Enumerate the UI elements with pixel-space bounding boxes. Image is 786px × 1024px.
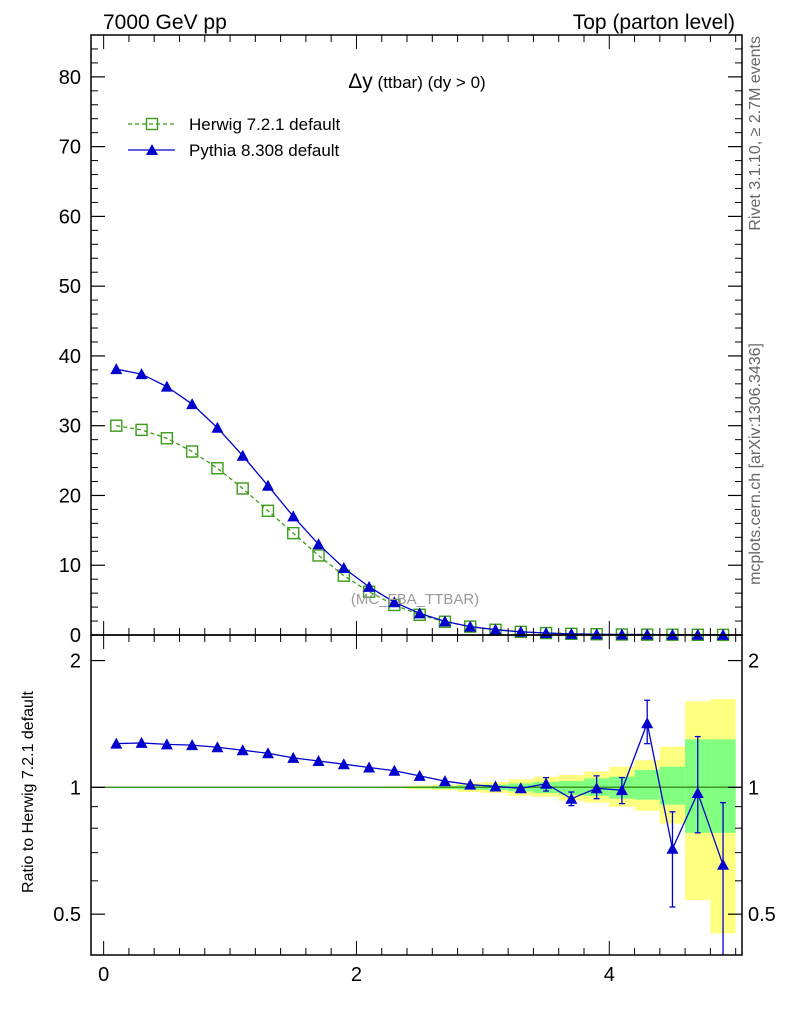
pythia-ratio-point <box>666 842 679 854</box>
ratio-y-tick-label: 2 <box>70 651 81 673</box>
legend-pythia-marker <box>146 144 158 155</box>
pythia-ratio-point <box>211 741 224 753</box>
pythia-ratio-point <box>514 782 527 794</box>
legend: Herwig 7.2.1 default Pythia 8.308 defaul… <box>128 115 340 160</box>
main-plot-title: Δy (ttbar) (dy > 0) <box>348 70 485 93</box>
ratio-y-tick-label-right: 1 <box>748 777 759 799</box>
herwig-point <box>135 423 148 437</box>
pythia-point <box>211 421 224 433</box>
main-y-tick-label: 0 <box>70 625 81 647</box>
herwig-point <box>287 526 300 540</box>
ratio-y-tick-label: 1 <box>70 777 81 799</box>
main-y-tick-label: 10 <box>59 555 81 577</box>
pythia-point <box>438 615 451 627</box>
main-panel-axes: 0 10 20 30 40 50 60 70 80 <box>59 35 742 647</box>
ratio-y-axis-label: Ratio to Herwig 7.2.1 default <box>20 691 37 893</box>
herwig-band-green <box>659 766 686 805</box>
herwig-point <box>236 482 249 495</box>
herwig-point <box>110 419 123 432</box>
pythia-ratio-point <box>337 758 350 770</box>
pythia-point <box>160 380 173 392</box>
header-energy-label: 7000 GeV pp <box>103 11 227 34</box>
ratio-x-tick-label: 2 <box>351 964 362 986</box>
herwig-point <box>211 462 224 475</box>
pythia-point <box>413 607 426 619</box>
pythia-ratio-point <box>489 780 502 792</box>
pythia-ratio-point <box>641 717 654 729</box>
pythia-ratio-point <box>261 747 274 759</box>
pythia-ratio-point <box>363 761 376 773</box>
rivet-version-label: Rivet 3.1.10, ≥ 2.7M events <box>747 36 764 231</box>
legend-herwig-label: Herwig 7.2.1 default <box>189 115 340 134</box>
pythia-point <box>186 398 199 410</box>
pythia-point <box>388 596 401 608</box>
pythia-point <box>363 580 376 592</box>
pythia-ratio-point <box>110 737 123 749</box>
pythia-point <box>565 627 578 639</box>
pythia-ratio-point <box>565 792 578 804</box>
pythia-point <box>236 449 249 461</box>
ratio-panel-series <box>91 699 742 955</box>
herwig-point <box>185 445 199 458</box>
pythia-ratio-point <box>160 738 173 750</box>
ratio-y-tick-label-right: 2 <box>748 651 759 673</box>
main-panel-series <box>110 363 730 642</box>
pythia-ratio-point <box>615 784 628 796</box>
source-label: mcplots.cern.ch [arXiv:1306.3436] <box>747 343 764 585</box>
ratio-x-tick-label: 0 <box>98 964 109 986</box>
ratio-panel-axes: 0.5 0.5 1 1 2 2 0 2 4 <box>53 635 776 986</box>
title-text: (ttbar) (dy > 0) <box>373 73 486 92</box>
main-y-tick-label: 20 <box>59 485 81 507</box>
pythia-ratio-point <box>590 782 603 794</box>
main-y-tick-label: 70 <box>59 137 81 159</box>
ratio-panel-frame <box>90 634 743 956</box>
main-y-tick-label: 60 <box>59 206 81 228</box>
pythia-ratio-point <box>464 778 477 790</box>
pythia-point <box>261 479 274 491</box>
herwig-point <box>261 504 275 518</box>
header-process-label: Top (parton level) <box>573 11 735 34</box>
pythia-ratio-point <box>287 751 300 763</box>
pythia-point <box>464 620 477 632</box>
pythia-ratio-point <box>186 739 199 751</box>
herwig-point <box>160 432 174 445</box>
pythia-point <box>641 628 654 640</box>
pythia-ratio-point <box>413 769 426 781</box>
analysis-watermark: (MC_FBA_TTBAR) <box>351 591 479 608</box>
herwig-point <box>312 549 325 562</box>
pythia-point <box>615 628 628 640</box>
pythia-ratio-point <box>388 764 401 776</box>
herwig-band-green <box>634 769 660 800</box>
pythia-point <box>514 625 527 637</box>
pythia-ratio-point <box>438 775 451 787</box>
main-y-tick-label: 30 <box>59 416 81 438</box>
main-y-tick-label: 80 <box>59 67 81 89</box>
pythia-point <box>287 510 300 522</box>
legend-herwig-marker <box>145 117 159 131</box>
pythia-point <box>312 538 325 550</box>
ratio-y-tick-label-right: 0.5 <box>748 904 776 926</box>
main-y-tick-label: 50 <box>59 276 81 298</box>
pythia-point <box>489 623 502 635</box>
pythia-ratio-point <box>135 736 148 748</box>
ratio-uncertainty-bands <box>103 699 736 934</box>
pythia-ratio-point <box>691 786 704 798</box>
ratio-x-tick-label: 4 <box>604 964 615 986</box>
pythia-ratio-point <box>312 755 325 767</box>
pythia-ratio-point <box>236 744 249 756</box>
pythia-ratio-point <box>717 858 730 870</box>
pythia-point <box>337 562 350 574</box>
title-symbol: Δy <box>348 70 373 93</box>
pythia-point <box>135 368 148 380</box>
ratio-y-tick-label: 0.5 <box>53 904 81 926</box>
pythia-point <box>590 628 603 640</box>
pythia-point <box>110 363 123 375</box>
legend-pythia-label: Pythia 8.308 default <box>189 141 340 160</box>
main-y-tick-label: 40 <box>59 346 81 368</box>
pythia-ratio-point <box>540 777 553 789</box>
